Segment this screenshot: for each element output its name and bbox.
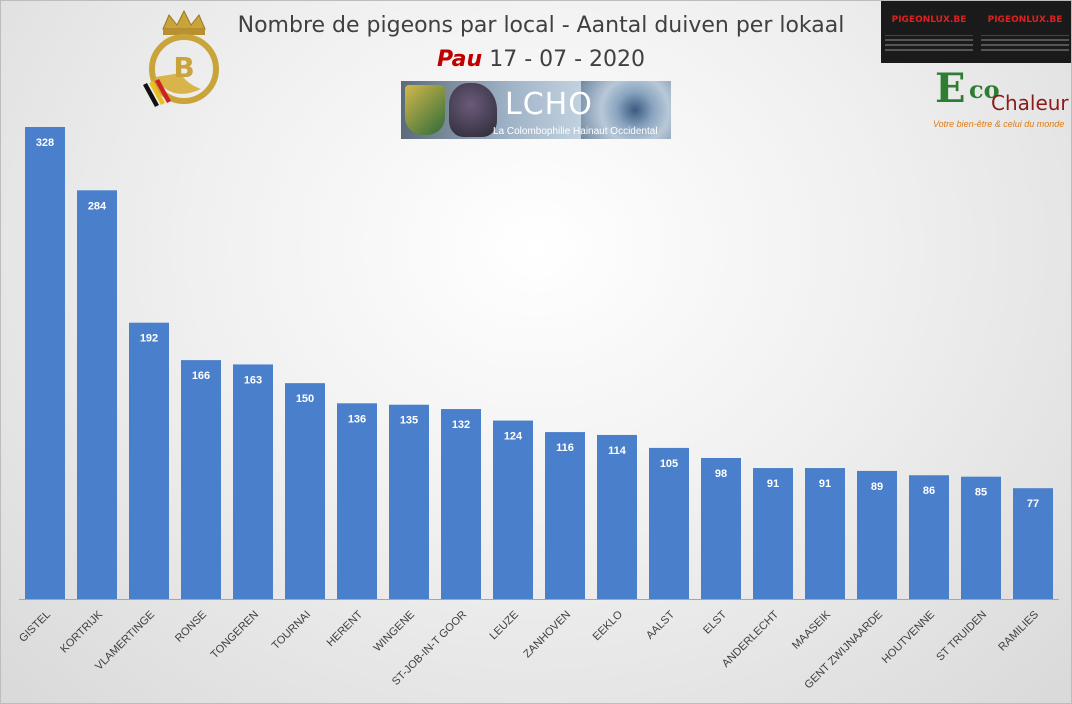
bar — [701, 457, 741, 599]
bar — [909, 475, 949, 599]
bar — [129, 322, 169, 599]
ecochaleur-logo: E co Chaleur Votre bien-être & celui du … — [931, 65, 1071, 135]
race-name: Pau — [436, 47, 483, 72]
bar — [857, 470, 897, 599]
bar — [181, 360, 221, 599]
bar — [441, 409, 481, 599]
data-label: 192 — [140, 333, 158, 345]
bar — [597, 434, 637, 599]
data-label: 91 — [767, 478, 779, 490]
bar — [25, 127, 65, 599]
x-tick-label: ST TRUIDEN — [934, 609, 989, 664]
eco-letters-co: co — [969, 75, 1000, 104]
x-tick-label: LEUZE — [488, 609, 522, 643]
x-tick-label: AALST — [644, 608, 677, 641]
lcho-banner: LCHO La Colombophilie Hainaut Occidental — [401, 81, 671, 139]
x-tick-label: GISTEL — [17, 609, 53, 645]
bar — [337, 403, 377, 599]
lcho-subtitle: La Colombophilie Hainaut Occidental — [493, 126, 658, 137]
x-tick-label: WINGENE — [371, 609, 417, 655]
data-label: 85 — [975, 487, 987, 499]
pigeonlux-banner: PIGEONLUX.BE PIGEONLUX.BE — [881, 1, 1071, 63]
data-label: 328 — [36, 137, 54, 149]
x-tick-label: MAASEIK — [790, 608, 834, 652]
data-label: 114 — [608, 445, 627, 457]
x-tick-label: ELST — [701, 608, 729, 636]
data-label: 284 — [88, 200, 107, 212]
eco-chaleur: Chaleur — [991, 91, 1069, 115]
x-tick-label: TOURNAI — [270, 609, 313, 652]
data-label: 86 — [923, 485, 935, 497]
crest-letter: B — [173, 51, 194, 84]
bar — [285, 383, 325, 599]
data-label: 163 — [244, 374, 262, 386]
eco-tagline: Votre bien-être & celui du monde — [933, 119, 1065, 129]
data-label: 124 — [504, 431, 523, 443]
belgian-federation-logo: B — [143, 9, 219, 107]
data-label: 91 — [819, 478, 831, 490]
data-label: 166 — [192, 370, 210, 382]
x-tick-label: HOUTVENNE — [880, 609, 937, 666]
pigeonlux-brand: PIGEONLUX.BE — [891, 15, 967, 25]
bar — [545, 432, 585, 599]
bar — [77, 190, 117, 599]
x-tick-label: HERENT — [325, 608, 366, 649]
x-tick-label: RAMILIES — [996, 609, 1041, 654]
x-tick-label: ZANHOVEN — [521, 609, 573, 661]
bar — [389, 404, 429, 599]
x-tick-label: EEKLO — [591, 608, 626, 643]
eco-letter-e: E — [935, 65, 966, 112]
lcho-name: LCHO — [505, 87, 593, 122]
bar — [1013, 488, 1053, 599]
bar — [961, 476, 1001, 599]
crest-icon — [405, 85, 445, 135]
bar — [805, 468, 845, 599]
bar — [233, 364, 273, 599]
bar — [493, 420, 533, 599]
x-tick-label: RONSE — [173, 609, 209, 645]
pigeonlux-panel: PIGEONLUX.BE — [977, 1, 1071, 63]
bar — [753, 468, 793, 599]
x-tick-label: KORTRIJK — [58, 608, 105, 655]
data-label: 132 — [452, 419, 470, 431]
data-label: 135 — [400, 415, 418, 427]
bar — [649, 447, 689, 599]
chart-title: Nombre de pigeons par local - Aantal dui… — [237, 13, 845, 38]
data-label: 136 — [348, 413, 366, 425]
data-label: 116 — [556, 442, 574, 454]
pigeonlux-brand: PIGEONLUX.BE — [987, 15, 1063, 25]
data-label: 77 — [1027, 498, 1039, 510]
pigeonlux-panel: PIGEONLUX.BE — [881, 1, 977, 63]
data-label: 150 — [296, 393, 314, 405]
eye-icon — [581, 81, 671, 139]
race-date: 17 - 07 - 2020 — [489, 47, 646, 72]
x-tick-label: ANDERLECHT — [720, 608, 781, 669]
data-label: 105 — [660, 458, 678, 470]
x-tick-label: TONGEREN — [209, 609, 261, 661]
chart-subtitle: Pau 17 - 07 - 2020 — [201, 47, 881, 72]
data-label: 98 — [715, 468, 727, 480]
pigeon-icon — [449, 83, 497, 137]
data-label: 89 — [871, 481, 883, 493]
